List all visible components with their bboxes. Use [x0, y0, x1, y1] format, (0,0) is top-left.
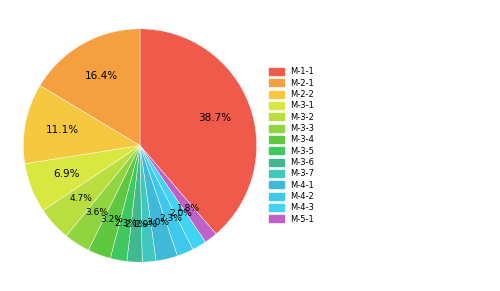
- Text: 2.3%: 2.3%: [114, 219, 137, 228]
- Text: 11.1%: 11.1%: [46, 125, 78, 135]
- Wedge shape: [140, 146, 156, 262]
- Text: 1.8%: 1.8%: [176, 204, 200, 213]
- Text: 4.7%: 4.7%: [70, 194, 93, 203]
- Text: 3.6%: 3.6%: [86, 208, 108, 217]
- Wedge shape: [66, 146, 140, 250]
- Wedge shape: [110, 146, 140, 261]
- Wedge shape: [88, 146, 140, 258]
- Text: 6.9%: 6.9%: [53, 169, 80, 180]
- Wedge shape: [140, 146, 216, 242]
- Legend: M-1-1, M-2-1, M-2-2, M-3-1, M-3-2, M-3-3, M-3-4, M-3-5, M-3-6, M-3-7, M-4-1, M-4: M-1-1, M-2-1, M-2-2, M-3-1, M-3-2, M-3-3…: [268, 67, 314, 224]
- Text: 2.1%: 2.1%: [125, 220, 148, 229]
- Wedge shape: [40, 29, 140, 146]
- Text: 16.4%: 16.4%: [84, 72, 117, 81]
- Text: 2.3%: 2.3%: [160, 214, 182, 223]
- Wedge shape: [43, 146, 140, 236]
- Wedge shape: [127, 146, 142, 262]
- Text: 2.0%: 2.0%: [169, 209, 192, 218]
- Text: 3.0%: 3.0%: [147, 218, 170, 227]
- Text: 38.7%: 38.7%: [198, 113, 231, 123]
- Wedge shape: [140, 146, 193, 256]
- Wedge shape: [140, 146, 205, 249]
- Wedge shape: [24, 86, 140, 164]
- Wedge shape: [140, 29, 256, 234]
- Wedge shape: [140, 146, 177, 261]
- Wedge shape: [25, 146, 140, 210]
- Text: 3.2%: 3.2%: [101, 215, 124, 224]
- Text: 1.9%: 1.9%: [134, 220, 158, 229]
